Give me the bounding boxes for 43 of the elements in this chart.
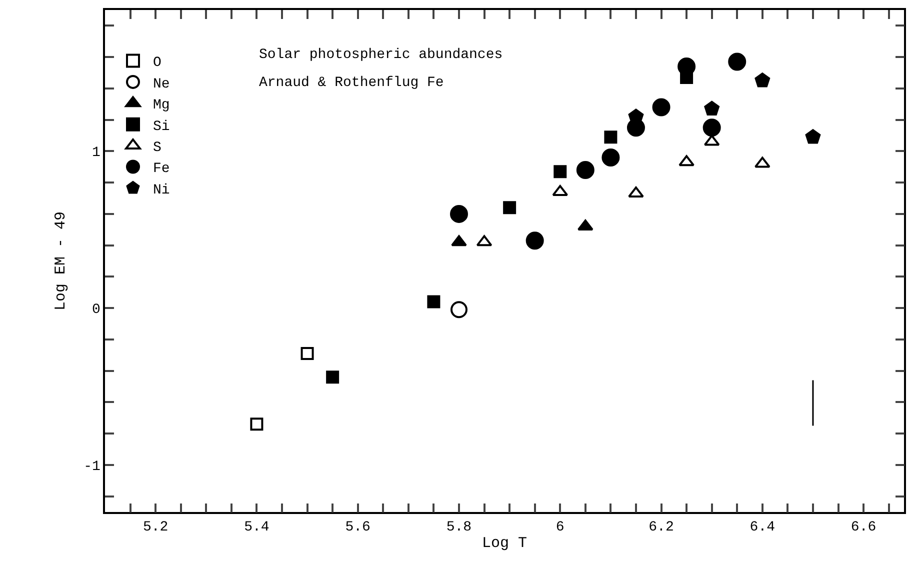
legend-label: S xyxy=(152,140,162,156)
point xyxy=(450,204,468,223)
point xyxy=(678,155,694,166)
x-tick-label: 6.4 xyxy=(750,520,776,536)
point xyxy=(450,301,468,318)
y-tick-label: 1 xyxy=(92,145,100,162)
x-tick-label: 5.8 xyxy=(446,520,472,536)
x-tick-label: 5.4 xyxy=(244,520,270,536)
annotation: Solar photospheric abundances xyxy=(259,47,503,63)
x-tick-label: 5.6 xyxy=(345,520,370,536)
x-axis-title: Log T xyxy=(482,535,528,552)
legend-label: Ni xyxy=(152,182,170,198)
y-tick-label: -1 xyxy=(84,458,100,475)
legend-label: Fe xyxy=(152,161,170,178)
point xyxy=(300,347,314,360)
point xyxy=(604,130,618,144)
point xyxy=(652,98,670,116)
x-tick-label: 6.2 xyxy=(648,520,674,536)
legend-label: Mg xyxy=(152,98,170,114)
y-axis-title: Log EM - 49 xyxy=(52,211,70,311)
point xyxy=(628,186,644,198)
x-tick-label: 5.2 xyxy=(142,520,168,536)
point xyxy=(554,165,567,178)
point xyxy=(704,100,720,116)
point xyxy=(754,72,770,88)
legend-label: Ne xyxy=(152,76,170,92)
point xyxy=(503,201,516,214)
point xyxy=(576,161,594,180)
point xyxy=(451,235,467,246)
point xyxy=(728,52,746,71)
point xyxy=(805,129,821,144)
annotation: Arnaud & Rothenflug Fe xyxy=(259,75,444,91)
point xyxy=(326,370,340,384)
x-tick-label: 6 xyxy=(556,520,564,536)
point xyxy=(427,295,440,308)
point xyxy=(526,232,544,250)
legend-label: O xyxy=(152,55,162,72)
x-tick-label: 6.6 xyxy=(850,520,876,536)
point xyxy=(602,148,620,166)
point xyxy=(702,118,721,137)
point xyxy=(250,418,264,431)
legend-label: Si xyxy=(152,118,170,135)
y-tick-label: 0 xyxy=(92,302,100,318)
